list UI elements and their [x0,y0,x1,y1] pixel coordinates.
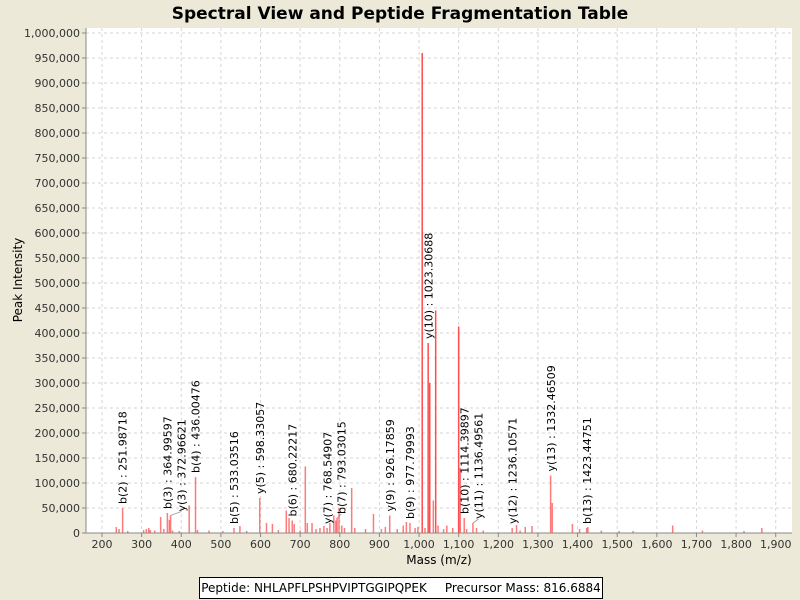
annotation-leader-line [472,518,479,524]
x-tick-label: 1,200 [483,538,515,551]
x-tick-label: 1,600 [641,538,673,551]
y-tick-label: 1,000,000 [24,27,80,40]
peak-annotation: y(5) : 598.33057 [254,402,267,494]
y-tick-label: 0 [73,527,80,540]
peak-annotation: b(5) : 533.03516 [228,431,241,524]
peak-annotation: y(13) : 1332.46509 [545,365,558,471]
chart-title: Spectral View and Peptide Fragmentation … [172,4,629,24]
peak-annotation: y(12) : 1236.10571 [507,418,520,524]
y-tick-label: 600,000 [35,227,81,240]
annotation-leader-line [170,511,182,516]
y-tick-label: 200,000 [35,427,81,440]
y-tick-label: 650,000 [35,202,81,215]
precursor-mass: Precursor Mass: 816.6884 [444,581,601,595]
y-tick-label: 900,000 [35,77,81,90]
y-tick-label: 150,000 [35,452,81,465]
peptide-sequence: Peptide: NHLAPFLPSHPVIPTGGIPQPEK [201,581,427,595]
peak-annotation: b(10) : 1114.39897 [458,407,471,514]
x-tick-label: 1,400 [562,538,594,551]
x-tick-label: 600 [250,538,271,551]
x-tick-label: 500 [210,538,231,551]
y-tick-label: 50,000 [42,502,81,515]
y-tick-label: 350,000 [35,352,81,365]
x-tick-label: 1,000 [403,538,435,551]
peak-annotation: b(3) : 364.99597 [161,416,174,509]
y-axis-label: Peak Intensity [11,238,25,323]
peak-annotation: b(6) : 680.22217 [286,424,299,517]
plot-area [86,28,792,533]
y-tick-label: 850,000 [35,102,81,115]
y-tick-label: 250,000 [35,402,81,415]
y-tick-label: 300,000 [35,377,81,390]
x-tick-label: 1,100 [443,538,475,551]
y-tick-label: 550,000 [35,252,81,265]
x-tick-label: 1,300 [522,538,554,551]
peak-annotation: b(4) : 436.00476 [190,380,203,473]
x-tick-label: 1,500 [601,538,633,551]
y-tick-label: 100,000 [35,477,81,490]
y-tick-label: 400,000 [35,327,81,340]
y-tick-label: 450,000 [35,302,81,315]
peak-annotation: y(3) : 372.96621 [175,419,188,511]
y-tick-label: 950,000 [35,52,81,65]
peptide-info-box: Peptide: NHLAPFLPSHPVIPTGGIPQPEK Precurs… [199,577,603,599]
x-tick-label: 1,900 [760,538,792,551]
annotation-leader-line [336,513,342,519]
x-tick-label: 700 [290,538,311,551]
x-tick-label: 900 [369,538,390,551]
peak-annotation: y(9) : 926.17859 [384,419,397,511]
x-tick-label: 200 [92,538,113,551]
x-tick-label: 800 [329,538,350,551]
x-tick-label: 1,700 [681,538,713,551]
y-tick-label: 750,000 [35,152,81,165]
peak-annotation: y(11) : 1136.49561 [472,413,485,519]
peak-annotation: y(7) : 768.54907 [321,432,334,524]
peak-annotation: b(13) : 1423.44751 [581,417,594,524]
x-axis-label: Mass (m/z) [406,553,471,567]
peak-annotation: y(10) : 1023.30688 [422,233,435,339]
x-tick-label: 400 [171,538,192,551]
y-tick-label: 700,000 [35,177,81,190]
y-tick-label: 500,000 [35,277,81,290]
x-tick-label: 1,800 [720,538,752,551]
peak-annotation: b(2) : 251.98718 [117,411,130,504]
peak-annotation: b(7) : 793.03015 [335,421,348,514]
y-tick-label: 800,000 [35,127,81,140]
x-tick-label: 300 [131,538,152,551]
peak-annotation: b(9) : 977.79993 [404,426,417,519]
